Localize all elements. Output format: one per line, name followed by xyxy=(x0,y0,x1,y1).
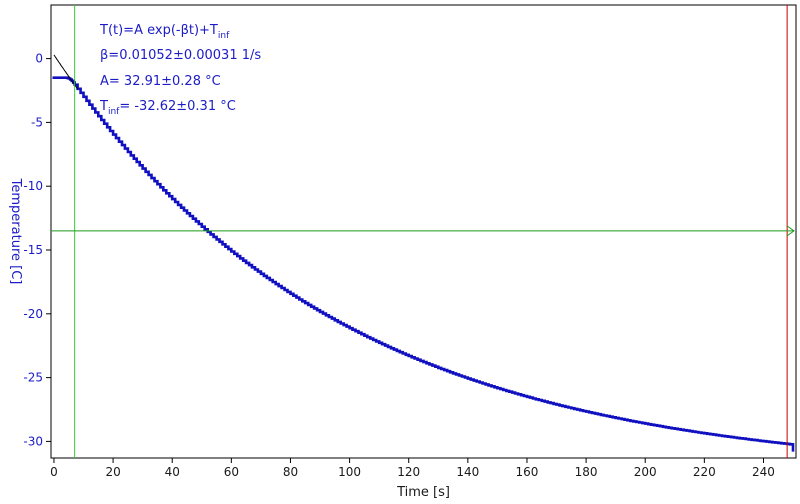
fit-annotations: T(t)=A exp(-βt)+Tinf β=0.01052±0.00031 1… xyxy=(99,23,261,117)
y-tick-label: 0 xyxy=(35,52,43,66)
fit-curve-line xyxy=(53,54,79,90)
equation-label: T(t)=A exp(-βt)+Tinf xyxy=(99,23,230,41)
y-axis-title: Temperature [C] xyxy=(8,178,23,285)
x-tick-label: 80 xyxy=(283,465,298,479)
x-axis-title: Time [s] xyxy=(396,485,450,500)
x-tick-label: 0 xyxy=(50,465,58,479)
x-tick-label: 140 xyxy=(456,465,479,479)
x-tick-label: 240 xyxy=(752,465,775,479)
amplitude-label: A= 32.91±0.28 °C xyxy=(100,74,221,89)
x-tick-label: 180 xyxy=(575,465,598,479)
x-tick-label: 200 xyxy=(634,465,657,479)
temperature-data-line xyxy=(52,76,795,452)
x-tick-label: 120 xyxy=(397,465,420,479)
x-tick-label: 40 xyxy=(165,465,180,479)
green-line-arrowhead xyxy=(786,225,795,237)
x-tick-label: 20 xyxy=(105,465,120,479)
y-tick-label: -5 xyxy=(31,115,43,129)
x-tick-label: 60 xyxy=(224,465,239,479)
y-tick-label: -25 xyxy=(23,371,43,385)
y-tick-label: -10 xyxy=(23,179,43,193)
x-tick-label: 160 xyxy=(516,465,539,479)
t-inf-label: Tinf= -32.62±0.31 °C xyxy=(99,99,236,117)
y-tick-label: -15 xyxy=(23,243,43,257)
x-tick-label: 220 xyxy=(693,465,716,479)
y-tick-label: -20 xyxy=(23,307,43,321)
beta-label: β=0.01052±0.00031 1/s xyxy=(100,48,261,63)
x-tick-label: 100 xyxy=(338,465,361,479)
y-tick-label: -30 xyxy=(23,434,43,448)
plot-frame xyxy=(50,4,797,459)
